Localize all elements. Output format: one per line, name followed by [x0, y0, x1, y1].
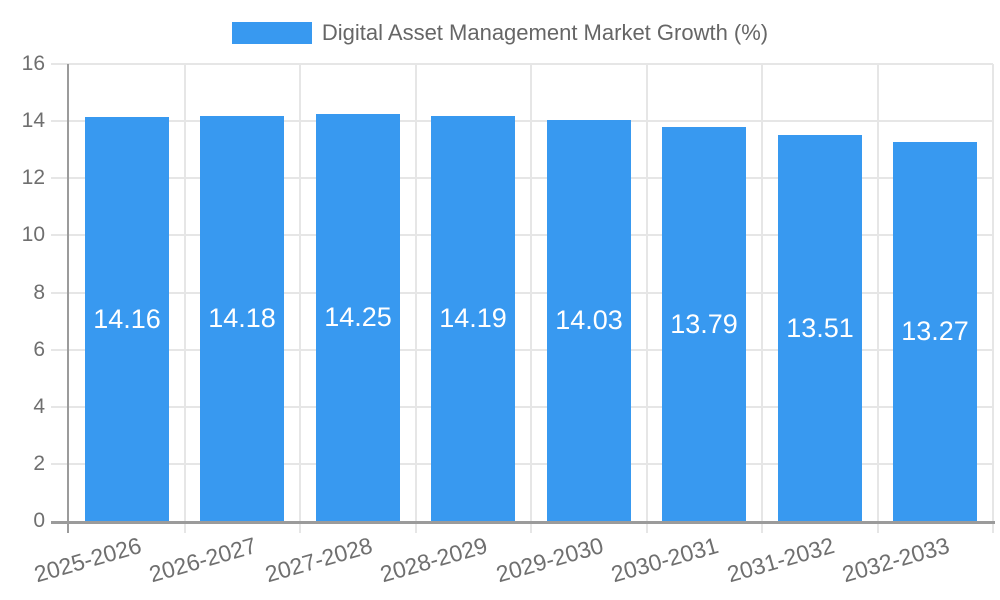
y-grid-line — [51, 349, 993, 351]
y-tick-label: 4 — [33, 395, 45, 418]
legend-swatch — [231, 22, 312, 44]
x-tick-label: 2030-2031 — [608, 532, 722, 588]
x-tick-label: 2029-2030 — [493, 532, 606, 588]
x-axis-line — [51, 521, 995, 524]
y-grid-line — [51, 63, 993, 65]
y-tick-label: 14 — [21, 109, 45, 132]
x-grid-line — [530, 64, 532, 533]
chart-legend[interactable]: Digital Asset Management Market Growth (… — [0, 20, 1000, 46]
y-grid-line — [51, 463, 993, 465]
x-tick-label: 2025-2026 — [31, 532, 144, 588]
y-tick-label: 6 — [33, 338, 45, 361]
x-tick-label: 2028-2029 — [377, 532, 491, 588]
x-grid-line — [992, 64, 994, 533]
y-grid-line — [51, 120, 993, 122]
x-tick-label: 2026-2027 — [146, 532, 260, 588]
y-tick-label: 16 — [21, 52, 45, 75]
x-tick-label: 2032-2033 — [839, 532, 953, 588]
bar[interactable] — [431, 116, 515, 521]
x-tick-label: 2031-2032 — [724, 532, 837, 588]
x-grid-line — [415, 64, 417, 533]
legend-label: Digital Asset Management Market Growth (… — [321, 20, 769, 45]
bar[interactable] — [85, 117, 169, 521]
y-tick-label: 8 — [33, 281, 45, 304]
x-grid-line — [299, 64, 301, 533]
y-axis-line — [67, 64, 69, 533]
y-grid-line — [51, 234, 993, 236]
bar[interactable] — [893, 142, 977, 521]
y-grid-line — [51, 292, 993, 294]
y-grid-line — [51, 406, 993, 408]
y-tick-label: 10 — [21, 223, 45, 246]
bar[interactable] — [547, 120, 631, 521]
x-tick-label: 2027-2028 — [262, 532, 375, 588]
y-tick-label: 0 — [33, 509, 45, 532]
bar[interactable] — [662, 127, 746, 521]
y-grid-line — [51, 177, 993, 179]
y-tick-label: 2 — [33, 452, 45, 475]
bar[interactable] — [778, 135, 862, 521]
x-grid-line — [877, 64, 879, 533]
bar[interactable] — [200, 116, 284, 521]
x-grid-line — [761, 64, 763, 533]
x-grid-line — [184, 64, 186, 533]
y-tick-label: 12 — [21, 166, 45, 189]
x-grid-line — [646, 64, 648, 533]
bar[interactable] — [316, 114, 400, 521]
